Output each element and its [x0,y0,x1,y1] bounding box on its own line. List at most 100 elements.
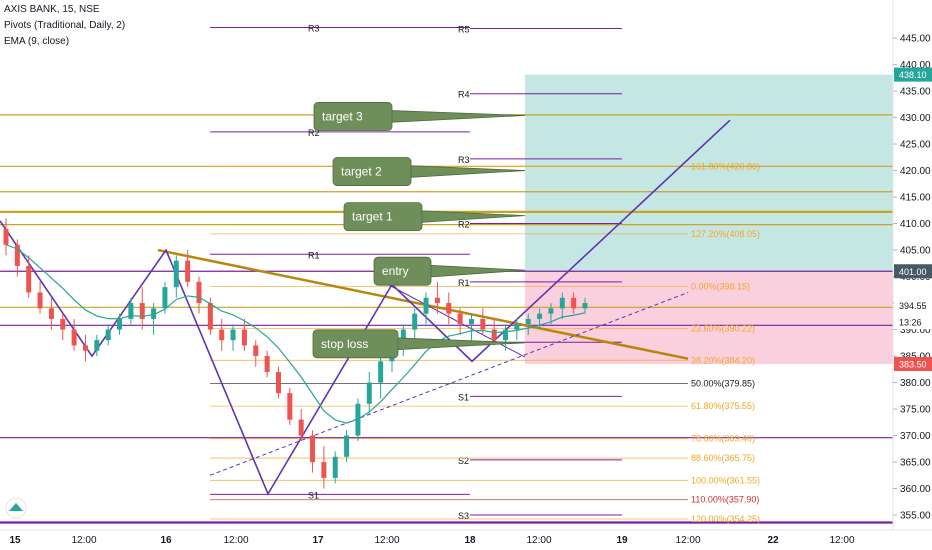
descending-trendline [157,248,689,360]
target-zone [525,74,893,272]
price-badges: 438.10 401.00 394.55 13:26 383.50 [894,67,932,371]
candle-body [571,297,577,309]
fib-label: 100.00%(361.55) [691,475,760,485]
candle-body [185,260,191,282]
candle-body [14,244,20,266]
pivots-indicator-label[interactable]: Pivots (Traditional, Daily, 2) [4,20,126,31]
pivot-label: R4 [458,90,470,100]
price-tick-label: 370.00 [900,431,931,442]
fib-label: 78.60%(369.40) [691,434,755,444]
candle-body [82,345,88,351]
symbol-title[interactable]: AXIS BANK, 15, NSE [4,4,100,15]
candle-body [321,462,327,478]
candle-body [117,318,123,330]
price-badge-label: 13:26 [899,318,922,328]
candle-body [446,303,452,314]
callout-label: target 3 [322,109,363,123]
pivot-label: R2 [308,128,320,138]
pivot-label: S3 [458,511,469,521]
candle-body [298,419,304,436]
callout-box [332,157,412,186]
callout-box [313,102,393,131]
candle-body [514,324,520,330]
callout-label: entry [382,264,409,278]
candle-body [344,435,350,457]
callouts: target 3 target 2 target 1 entry stop loss [312,102,526,359]
price-tick-label: 415.00 [900,193,931,204]
price-tick-label: 405.00 [900,246,931,257]
pivot-label: R3 [308,23,320,33]
price-badge-label: 438.10 [899,70,927,80]
price-badge [894,357,932,371]
candle-body [412,313,418,330]
candle-body [253,345,259,357]
time-tick-label: 12:00 [675,535,700,546]
fib-label: 110.00%(357.90) [691,495,759,505]
candle-body [457,313,463,325]
dashed-support-trendline [209,291,689,476]
candle-body [139,303,145,319]
time-tick-label: 12:00 [374,535,399,546]
candle-body [434,297,440,304]
candle-body [37,292,43,309]
time-tick-label: 15 [9,535,21,546]
time-tick-label: 12:00 [829,535,854,546]
ema-line [5,244,586,424]
candle-body [548,308,554,314]
candle-body [468,318,474,325]
time-tick-label: 12:00 [71,535,96,546]
candle-body [241,329,247,346]
tv-logo-icon[interactable] [5,497,27,519]
price-tick-label: 380.00 [900,378,931,389]
price-tick-label: 360.00 [900,484,931,495]
candle-body [128,303,134,319]
candle-body [151,308,157,319]
time-tick-label: 12:00 [526,535,551,546]
pivot-levels: R3R5R4R2R3R2R1R1PS1S2S1S3 [210,23,622,521]
time-tick-label: 19 [616,535,628,546]
candle-body [525,318,531,325]
callout-label: target 2 [341,165,382,179]
candle-body [423,297,429,314]
price-tick-label: 390.00 [900,325,931,336]
pivot-label: S1 [458,392,469,402]
pattern-lower-line [387,284,526,358]
candle-body [275,371,281,394]
candle-body [162,287,168,309]
candle-body [94,340,100,351]
candle-body [264,356,270,372]
callout-box [373,256,432,286]
price-tick-label: 430.00 [900,113,931,124]
candle-body [491,329,497,341]
fib-label: 23.60%(390.22) [691,323,755,333]
fib-label: 50.00%(379.85) [691,378,755,388]
candle-body [60,318,66,330]
candle-body [310,435,316,463]
fib-label: 127.20%(408.05) [691,229,760,239]
candle-body [400,329,406,341]
pivot-label: R1 [458,278,470,288]
price-tick-label: 420.00 [900,166,931,177]
fib-label: 38.20%(384.20) [691,355,755,365]
wave-pattern [0,119,731,496]
time-tick-label: 12:00 [223,535,248,546]
price-badge [894,315,932,330]
callout-label: target 1 [352,210,393,224]
price-tick-label: 410.00 [900,219,931,230]
callout-box [343,202,423,232]
ema-indicator-label[interactable]: EMA (9, close) [4,36,70,47]
price-tick-label: 365.00 [900,458,931,469]
fib-label: 161.80%(420.80) [691,161,760,171]
pivot-label: R2 [458,220,470,230]
price-badge-label: 394.55 [899,301,927,311]
candle-body [219,329,225,341]
pivot-label: R3 [458,155,470,165]
price-badge-label: 383.50 [899,360,927,370]
time-axis: 15 12:00 16 12:00 17 12:00 18 12:00 19 12:00 22 12:… [0,529,932,550]
candle-body [366,382,372,404]
fib-label: 88.60%(365.75) [691,453,755,463]
price-badge [894,264,932,279]
fib-label: 120.00%(354.25) [691,514,760,524]
price-tick-label: 440.00 [900,60,931,71]
